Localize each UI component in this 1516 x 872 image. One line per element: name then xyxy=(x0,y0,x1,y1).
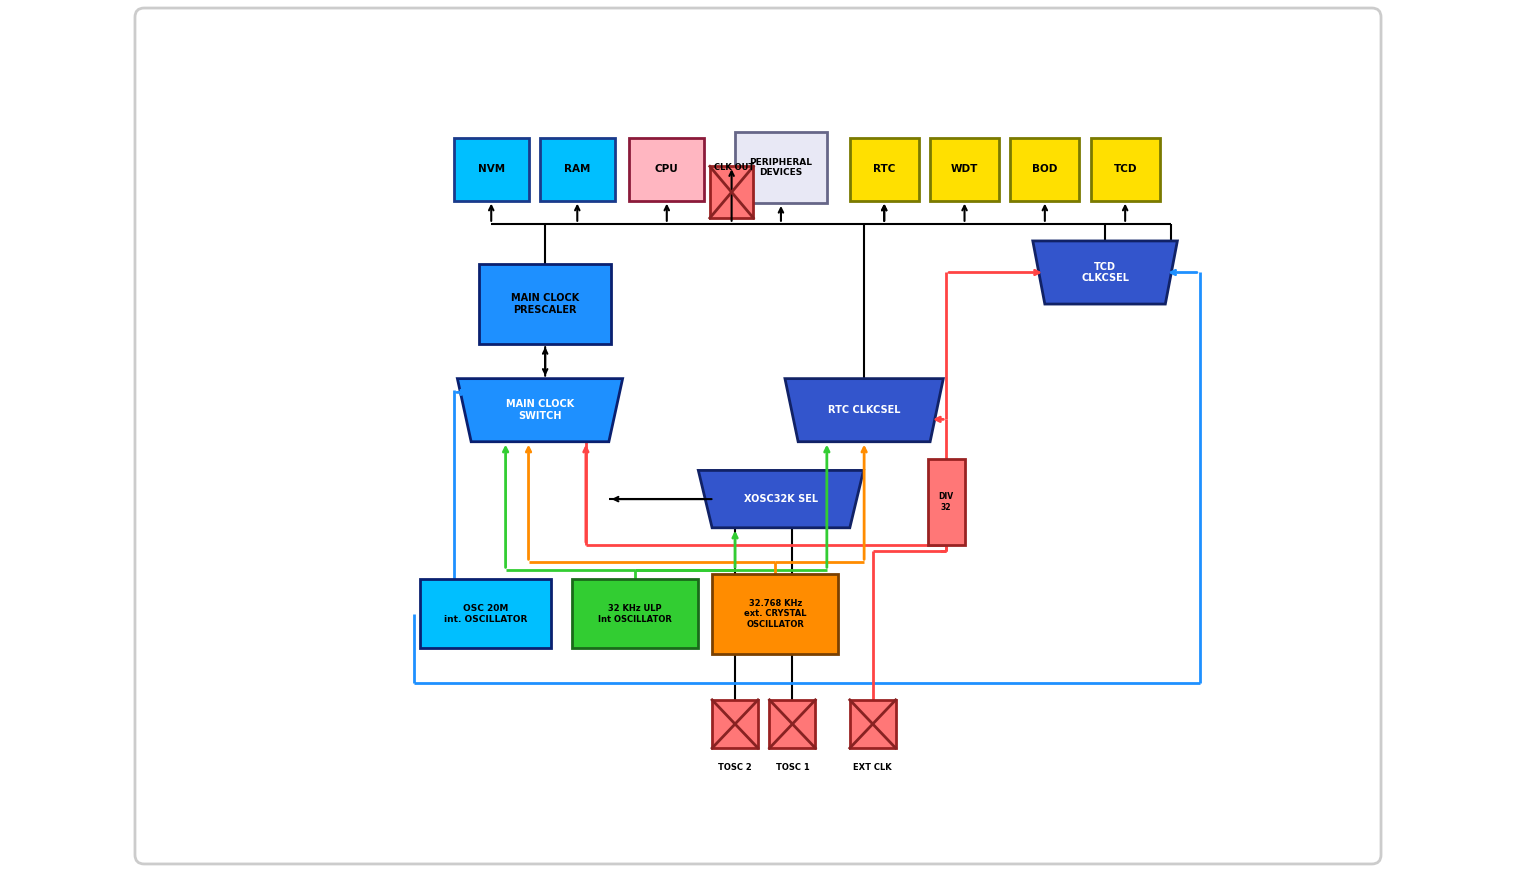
Polygon shape xyxy=(458,378,623,442)
Bar xyxy=(1011,138,1079,201)
Text: TCD
CLKCSEL: TCD CLKCSEL xyxy=(1081,262,1129,283)
Polygon shape xyxy=(699,470,864,528)
Bar xyxy=(850,700,896,748)
Bar xyxy=(453,138,529,201)
Bar xyxy=(479,264,611,344)
Text: XOSC32K SEL: XOSC32K SEL xyxy=(744,494,819,504)
Text: WDT: WDT xyxy=(951,164,978,174)
Bar xyxy=(713,574,838,654)
Bar xyxy=(735,132,826,203)
Polygon shape xyxy=(785,378,943,442)
Bar xyxy=(713,700,758,748)
Polygon shape xyxy=(1032,241,1178,304)
Bar xyxy=(928,459,964,545)
Bar xyxy=(770,700,816,748)
Text: RTC: RTC xyxy=(873,164,896,174)
Text: MAIN CLOCK
PRESCALER: MAIN CLOCK PRESCALER xyxy=(511,293,579,315)
Bar xyxy=(709,167,753,218)
Text: MAIN CLOCK
SWITCH: MAIN CLOCK SWITCH xyxy=(506,399,575,421)
Text: NVM: NVM xyxy=(478,164,505,174)
Text: PERIPHERAL
DEVICES: PERIPHERAL DEVICES xyxy=(749,158,813,177)
Text: OSC 20M
int. OSCILLATOR: OSC 20M int. OSCILLATOR xyxy=(444,604,528,623)
FancyBboxPatch shape xyxy=(135,8,1381,864)
Bar xyxy=(540,138,614,201)
Text: 32 KHz ULP
Int OSCILLATOR: 32 KHz ULP Int OSCILLATOR xyxy=(599,604,672,623)
Bar xyxy=(931,138,999,201)
Text: CLK OUT: CLK OUT xyxy=(714,163,755,172)
Text: 32.768 KHz
ext. CRYSTAL
OSCILLATOR: 32.768 KHz ext. CRYSTAL OSCILLATOR xyxy=(744,599,807,629)
Bar xyxy=(420,579,552,648)
Text: TOSC 2: TOSC 2 xyxy=(719,763,752,772)
Text: TCD: TCD xyxy=(1113,164,1137,174)
Text: TOSC 1: TOSC 1 xyxy=(776,763,810,772)
Bar xyxy=(850,138,919,201)
Bar xyxy=(572,579,699,648)
Text: BOD: BOD xyxy=(1032,164,1058,174)
Bar xyxy=(629,138,703,201)
Bar xyxy=(1090,138,1160,201)
Text: RTC CLKCSEL: RTC CLKCSEL xyxy=(828,405,901,415)
Text: RAM: RAM xyxy=(564,164,590,174)
Text: EXT CLK: EXT CLK xyxy=(854,763,891,772)
Text: CPU: CPU xyxy=(655,164,679,174)
Text: DIV
32: DIV 32 xyxy=(938,493,954,512)
